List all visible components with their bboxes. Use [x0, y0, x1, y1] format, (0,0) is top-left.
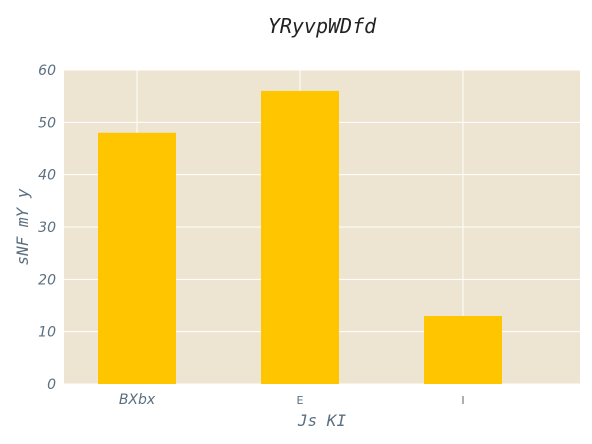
y-tick-label: 40 [38, 168, 56, 184]
x-tick-label: BXbx [119, 392, 156, 408]
y-tick-label: 20 [38, 272, 56, 288]
y-tick-label: 30 [38, 220, 56, 236]
y-tick-label: 0 [47, 377, 56, 393]
x-tick-label: I [461, 394, 464, 407]
y-tick-label: 60 [38, 63, 56, 79]
y-axis-label: sNF mY y [13, 188, 32, 265]
y-axis-ticks: 0 10 20 30 40 50 60 [38, 63, 56, 393]
x-axis-ticks: BXbx E I [119, 392, 465, 408]
bar-i [424, 315, 502, 384]
chart-title: YRyvpWDfd [268, 14, 377, 38]
x-tick-label: E [297, 394, 304, 407]
y-tick-label: 50 [38, 115, 56, 131]
bar-e [261, 90, 339, 384]
bar-bxbx [98, 132, 176, 384]
x-axis-label: Js KI [297, 411, 347, 430]
bars [98, 90, 502, 384]
y-tick-label: 10 [38, 325, 56, 341]
